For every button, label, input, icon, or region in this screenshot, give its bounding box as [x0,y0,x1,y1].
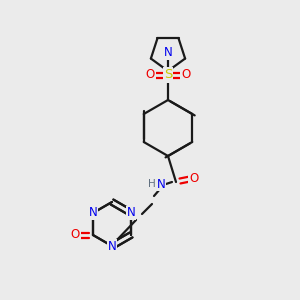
Text: N: N [88,206,97,220]
Text: N: N [157,178,165,190]
Text: O: O [146,68,154,82]
Text: S: S [164,68,172,82]
Text: N: N [108,239,116,253]
Text: O: O [70,229,80,242]
Text: N: N [127,206,135,220]
Text: O: O [189,172,199,184]
Text: N: N [164,46,172,59]
Text: N: N [88,206,97,220]
Text: O: O [182,68,190,82]
Text: H: H [148,179,156,189]
